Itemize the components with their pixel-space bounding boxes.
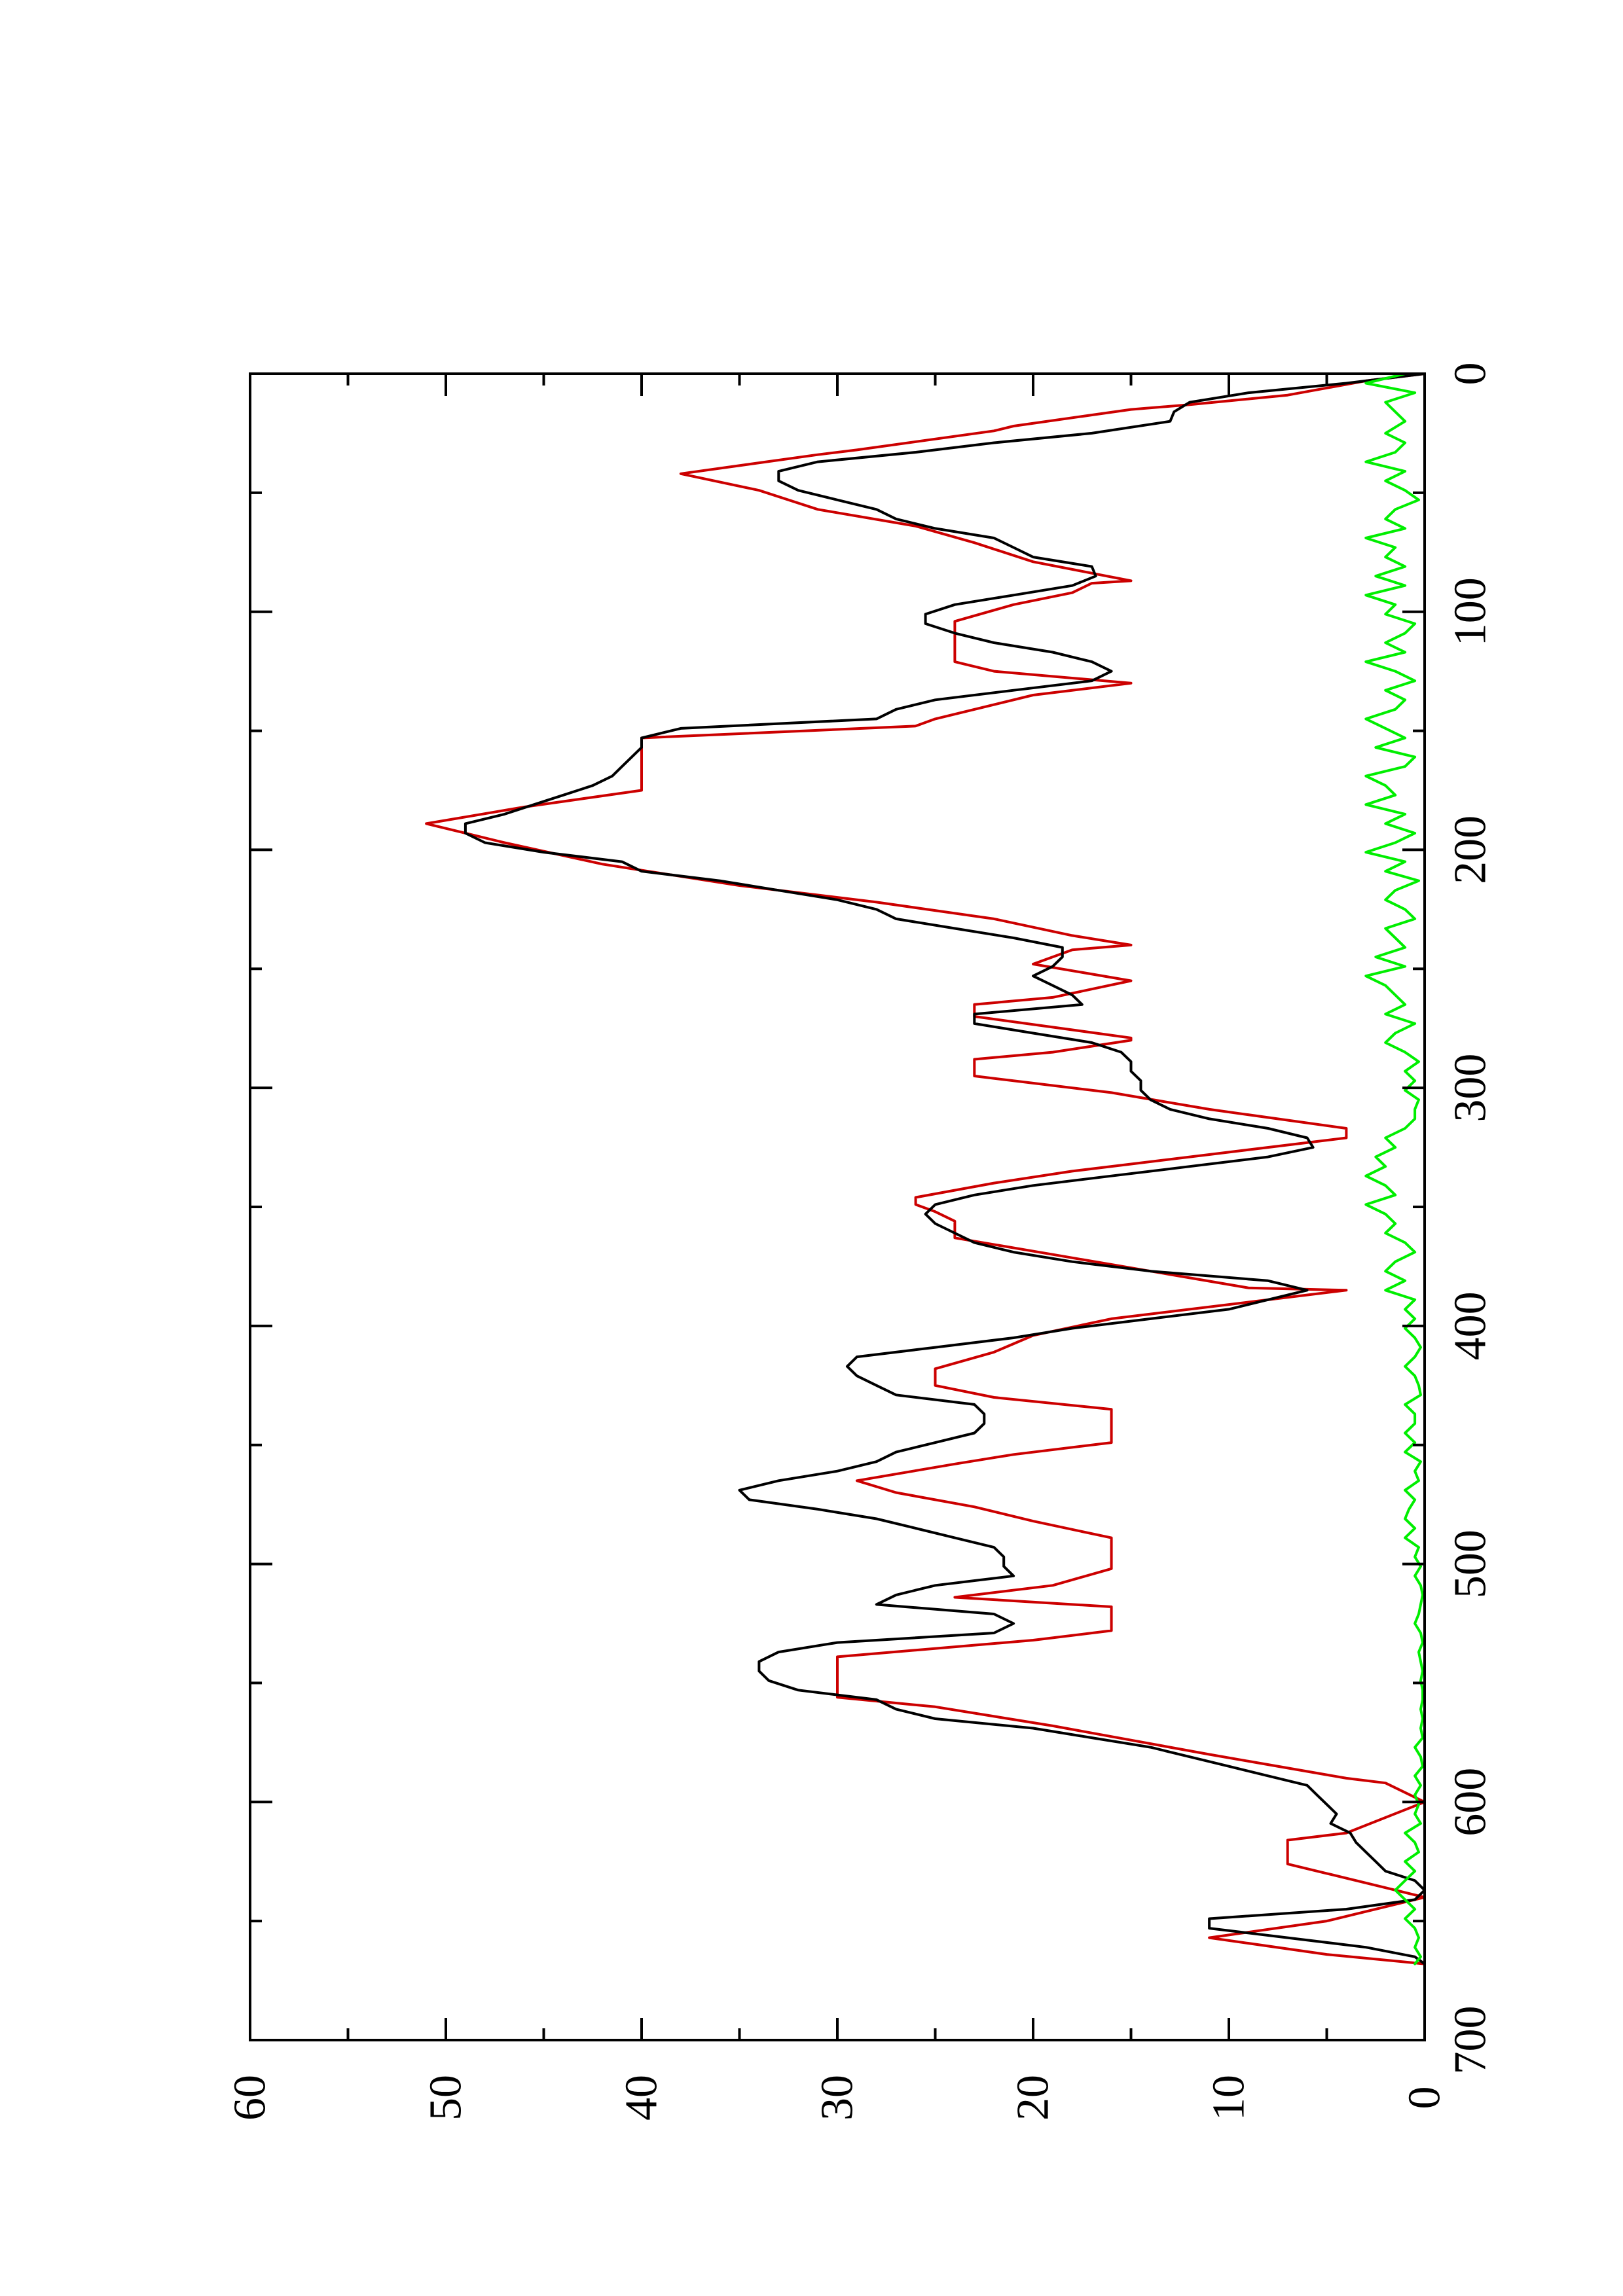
y-tick-label: 0 xyxy=(1400,2087,1450,2109)
y-tick-label: 20 xyxy=(1008,2075,1059,2121)
y-axis: 0 10 20 30 40 50 60 xyxy=(225,374,1450,2121)
x-tick-label: 0 xyxy=(1446,363,1496,386)
x-tick-label: 100 xyxy=(1446,577,1496,646)
x-tick-label: 600 xyxy=(1446,1768,1496,1837)
y-tick-label: 60 xyxy=(225,2075,276,2121)
x-tick-label: 400 xyxy=(1446,1291,1496,1360)
y-tick-label: 10 xyxy=(1204,2075,1254,2121)
series-layer xyxy=(425,372,1426,1965)
series-line-2 xyxy=(464,372,1426,1965)
y-tick-label: 50 xyxy=(421,2075,471,2121)
plot-frame xyxy=(249,372,1426,2041)
x-tick-label: 500 xyxy=(1446,1530,1496,1598)
x-axis: 0 100 200 300 400 500 600 700 xyxy=(250,363,1496,2075)
x-tick-label: 200 xyxy=(1446,816,1496,884)
series-line-1 xyxy=(425,372,1426,1965)
y-tick-label: 40 xyxy=(617,2075,667,2121)
x-tick-label: 700 xyxy=(1446,2006,1496,2075)
series-line-3 xyxy=(1364,372,1424,1965)
y-tick-label: 30 xyxy=(812,2075,863,2121)
x-tick-label: 300 xyxy=(1446,1054,1496,1122)
plot-area xyxy=(249,372,1426,2041)
